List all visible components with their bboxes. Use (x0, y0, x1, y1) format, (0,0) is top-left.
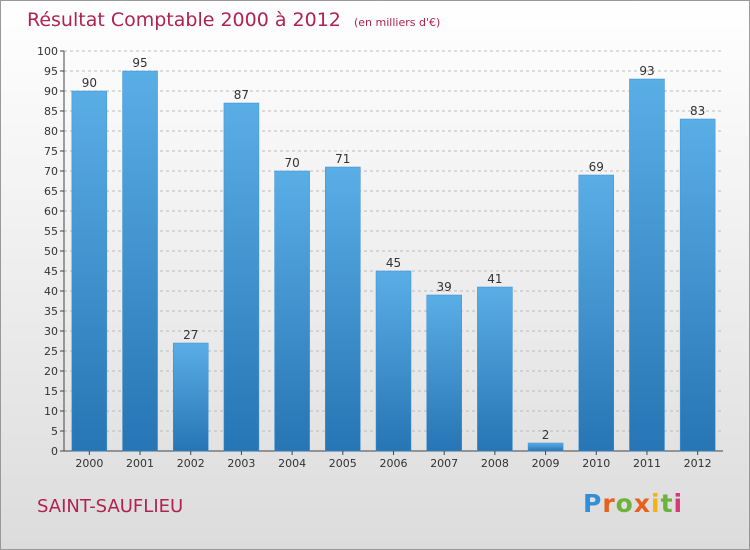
y-tick-label: 60 (44, 205, 58, 218)
y-tick-label: 45 (44, 265, 58, 278)
x-tick-label: 2012 (684, 457, 712, 470)
y-tick-label: 20 (44, 365, 58, 378)
proxiti-logo: Proxiti (583, 489, 684, 518)
x-tick-label: 2006 (380, 457, 408, 470)
y-tick-label: 50 (44, 245, 58, 258)
commune-name: SAINT-SAUFLIEU (37, 496, 184, 517)
chart-subtitle: (en milliers d'€) (353, 16, 441, 29)
chart-title: Résultat Comptable 2000 à 2012 (27, 9, 341, 31)
bar-2005 (325, 166, 361, 452)
y-tick-label: 10 (44, 405, 58, 418)
bar-2007 (426, 294, 462, 452)
y-tick-label: 90 (44, 85, 58, 98)
bar-value-label: 27 (183, 328, 198, 342)
bar-2011 (629, 78, 665, 452)
y-tick-label: 5 (51, 425, 58, 438)
bar-value-label: 2 (542, 428, 550, 442)
x-tick-label: 2007 (430, 457, 458, 470)
bar-2008 (477, 286, 513, 452)
bar-value-label: 90 (82, 76, 97, 90)
bar-2006 (375, 270, 412, 452)
bar-2001 (122, 70, 158, 452)
x-tick-label: 2002 (177, 457, 205, 470)
y-tick-label: 85 (44, 105, 58, 118)
x-tick-label: 2005 (329, 457, 357, 470)
bar-value-label: 41 (487, 272, 502, 286)
y-tick-label: 70 (44, 165, 58, 178)
y-tick-label: 30 (44, 325, 58, 338)
bar-value-label: 87 (234, 88, 249, 102)
x-tick-label: 2004 (278, 457, 306, 470)
y-tick-label: 0 (51, 445, 58, 458)
chart-heading: Résultat Comptable 2000 à 2012 (en milli… (27, 9, 440, 31)
y-tick-label: 65 (44, 185, 58, 198)
bar-value-label: 83 (690, 104, 705, 118)
y-tick-label: 15 (44, 385, 58, 398)
bar-value-label: 93 (639, 64, 654, 78)
x-tick-label: 2011 (633, 457, 661, 470)
y-tick-label: 80 (44, 125, 58, 138)
bar-value-label: 39 (437, 280, 452, 294)
y-tick-label: 75 (44, 145, 58, 158)
y-tick-label: 55 (44, 225, 58, 238)
y-tick-label: 25 (44, 345, 58, 358)
x-tick-label: 2009 (532, 457, 560, 470)
bar-value-label: 69 (589, 160, 604, 174)
y-tick-label: 95 (44, 65, 58, 78)
bar-2010 (578, 174, 615, 452)
bar-value-label: 45 (386, 256, 401, 270)
x-tick-label: 2001 (126, 457, 154, 470)
x-tick-label: 2010 (582, 457, 610, 470)
bar-2000 (71, 90, 108, 452)
bar-value-label: 95 (132, 56, 147, 70)
bar-2003 (223, 102, 260, 452)
x-tick-label: 2003 (227, 457, 255, 470)
bar-2009 (527, 442, 564, 452)
y-tick-label: 100 (37, 45, 58, 58)
bar-value-label: 71 (335, 152, 350, 166)
bar-value-label: 70 (284, 156, 299, 170)
x-tick-label: 2000 (75, 457, 103, 470)
y-tick-label: 35 (44, 305, 58, 318)
y-tick-label: 40 (44, 285, 58, 298)
bar-2002 (172, 342, 209, 452)
x-tick-label: 2008 (481, 457, 509, 470)
bar-2012 (679, 118, 716, 452)
bar-2004 (274, 170, 310, 452)
